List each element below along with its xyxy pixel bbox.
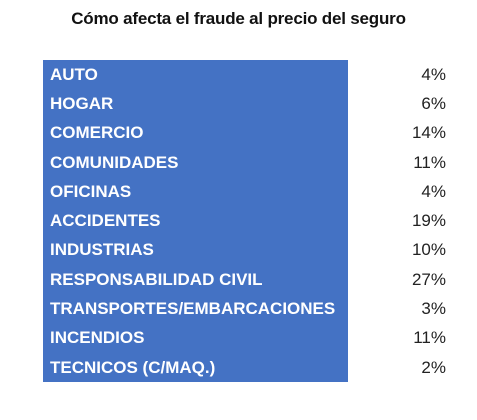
category-label: OFICINAS — [43, 177, 348, 207]
table-row: AUTO 4% — [43, 60, 446, 90]
fraud-table: AUTO 4% HOGAR 6% COMERCIO 14% COMUNIDADES 11% OF… — [43, 60, 446, 383]
percentage-value: 3% — [421, 299, 446, 319]
table-row: ACCIDENTES 19% — [43, 206, 446, 236]
table-row: TECNICOS (C/MAQ.) 2% — [43, 352, 446, 383]
percentage-value: 19% — [411, 211, 446, 231]
table-row: INCENDIOS 11% — [43, 323, 446, 353]
table-row: RESPONSABILIDAD CIVIL 27% — [43, 265, 446, 295]
percentage-value: 27% — [411, 269, 446, 289]
percentage-value: 2% — [421, 357, 446, 377]
percentage-value: 11% — [413, 328, 446, 348]
table-row: COMERCIO 14% — [43, 118, 446, 148]
category-label: TRANSPORTES/EMBARCACIONES — [43, 294, 348, 324]
table-row: COMUNIDADES 11% — [43, 147, 446, 178]
percentage-value: 10% — [411, 240, 446, 260]
category-label: INCENDIOS — [43, 323, 348, 353]
table-row: TRANSPORTES/EMBARCACIONES 3% — [43, 294, 446, 324]
category-label: INDUSTRIAS — [43, 235, 348, 266]
percentage-value: 11% — [413, 152, 446, 172]
percentage-value: 14% — [411, 123, 446, 143]
category-label: TECNICOS (C/MAQ.) — [43, 352, 348, 383]
table-row: HOGAR 6% — [43, 89, 446, 119]
table-row: INDUSTRIAS 10% — [43, 235, 446, 266]
table-row: OFICINAS 4% — [43, 177, 446, 207]
category-label: HOGAR — [43, 89, 348, 119]
percentage-value: 4% — [421, 64, 446, 84]
chart-title: Cómo afecta el fraude al precio del segu… — [71, 9, 406, 28]
category-label: RESPONSABILIDAD CIVIL — [43, 265, 348, 295]
category-label: COMUNIDADES — [43, 147, 348, 178]
category-label: COMERCIO — [43, 118, 348, 148]
percentage-value: 6% — [421, 93, 446, 113]
percentage-value: 4% — [421, 181, 446, 201]
category-label: AUTO — [43, 60, 348, 90]
category-label: ACCIDENTES — [43, 206, 348, 236]
